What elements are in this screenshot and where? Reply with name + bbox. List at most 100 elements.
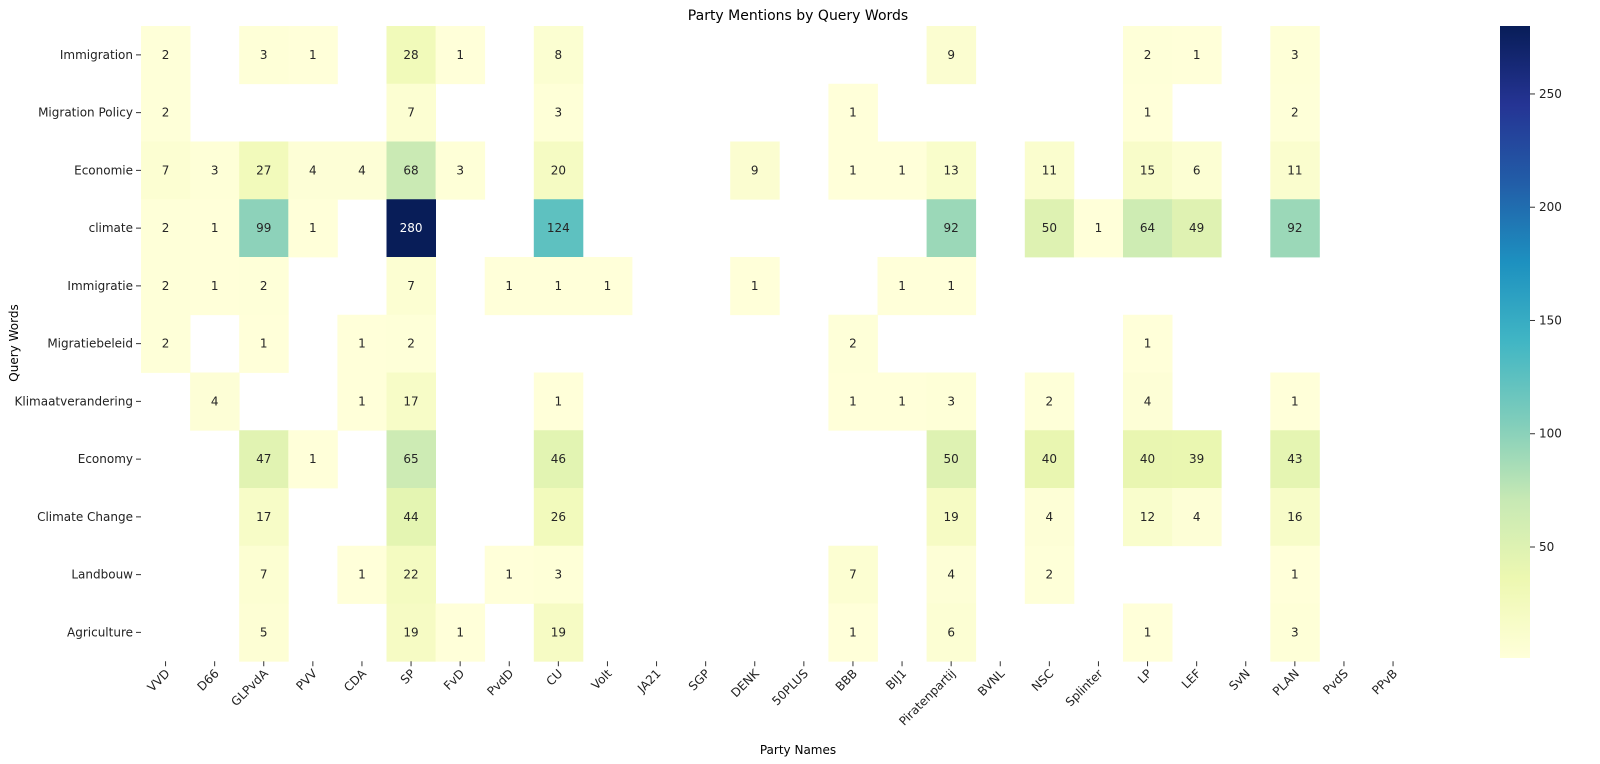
cell-value-label: 1 (505, 568, 513, 582)
cell-value-label: 16 (1287, 510, 1302, 524)
cell-value-label: 3 (260, 48, 268, 62)
heatmap-cell (926, 603, 977, 662)
cell-value-label: 1 (947, 279, 955, 293)
heatmap-cell (1024, 141, 1075, 200)
cell-value-label: 99 (256, 221, 271, 235)
heatmap-cell (533, 488, 584, 547)
cell-value-label: 1 (555, 279, 563, 293)
heatmap-cell (386, 199, 436, 258)
colorbar: 50 100 150 200 250 (1500, 26, 1562, 658)
cell-value-label: 1 (849, 106, 857, 120)
heatmap-cell (239, 430, 289, 489)
cell-value-label: 1 (1144, 106, 1152, 120)
cell-value-label: 50 (1042, 221, 1057, 235)
heatmap-cell (386, 372, 436, 431)
heatmap-cell (533, 199, 584, 258)
cell-value-label: 92 (944, 221, 959, 235)
heatmap-cell (1270, 488, 1320, 547)
cell-value-label: 2 (162, 106, 170, 120)
heatmap-cell (141, 314, 191, 373)
heatmap-cell (582, 257, 633, 316)
heatmap-cell (1270, 26, 1320, 85)
x-tick-label: PPvB (1369, 666, 1400, 697)
cell-value-label: 64 (1140, 221, 1155, 235)
cell-value-label: 1 (898, 279, 906, 293)
cell-value-label: 1 (260, 337, 268, 351)
heatmap-cell (1123, 372, 1173, 431)
cell-value-label: 8 (555, 48, 563, 62)
heatmap-cell (288, 26, 338, 85)
cell-value-label: 3 (456, 163, 464, 177)
heatmap-cell (1123, 199, 1173, 258)
heatmap-cell (828, 141, 878, 200)
cell-value-label: 2 (407, 337, 415, 351)
cell-value-label: 11 (1287, 163, 1302, 177)
cell-value-label: 1 (309, 48, 317, 62)
cell-value-label: 19 (403, 625, 418, 639)
cell-value-label: 2 (162, 337, 170, 351)
heatmap-cell (1024, 372, 1075, 431)
heatmap-cell (386, 488, 436, 547)
heatmap-cell (1172, 488, 1222, 547)
x-axis-ticks: VVD D66 GLPvdA PVV CDA SP FvD PvdD CU Volt JA21 SGP… (145, 661, 1400, 728)
cell-value-label: 13 (944, 163, 959, 177)
cell-value-label: 1 (849, 163, 857, 177)
heatmap-cell (190, 199, 240, 258)
cell-value-label: 20 (551, 163, 566, 177)
heatmap-cell (533, 26, 584, 85)
x-tick-label: PvdD (484, 666, 516, 698)
heatmap-cell (190, 372, 240, 431)
cell-value-label: 44 (403, 510, 418, 524)
cell-value-label: 12 (1140, 510, 1155, 524)
cell-value-label: 15 (1140, 163, 1155, 177)
heatmap-cell (1024, 545, 1075, 604)
heatmap-cell (239, 603, 289, 662)
heatmap-cell (190, 257, 240, 316)
colorbar-tick-label: 250 (1539, 87, 1562, 101)
heatmap-cell (141, 199, 191, 258)
heatmap-cell (926, 545, 977, 604)
heatmap-cell (828, 545, 878, 604)
cell-value-label: 19 (944, 510, 959, 524)
y-tick-label: Economy (78, 452, 133, 466)
heatmap-cell (141, 26, 191, 85)
cell-value-label: 3 (211, 163, 219, 177)
heatmap-cell (1123, 141, 1173, 200)
cell-value-label: 3 (555, 106, 563, 120)
chart-title: Party Mentions by Query Words (688, 8, 908, 24)
cell-value-label: 1 (358, 337, 366, 351)
cell-value-label: 46 (551, 452, 566, 466)
heatmap-cell (1270, 372, 1320, 431)
cell-value-label: 4 (211, 394, 219, 408)
heatmap-cells: 2 3 1 28 1 8 9 2 1 32 7 3 1 1 27 3 27 4 4 68 3 20 9 1 1 13 11 15 6 11… (141, 26, 1320, 662)
heatmap-cell (239, 488, 289, 547)
cell-value-label: 1 (1291, 568, 1299, 582)
y-tick-label: Migratiebeleid (47, 337, 133, 351)
heatmap-cell (386, 83, 436, 142)
x-tick-label: LEF (1179, 666, 1204, 691)
heatmap-cell (926, 430, 977, 489)
x-tick-label: GLPvdA (228, 666, 271, 709)
heatmap-cell (239, 257, 289, 316)
heatmap-cell (1123, 26, 1173, 85)
heatmap-cell (239, 314, 289, 373)
y-tick-label: Climate Change (37, 510, 133, 524)
heatmap-cell (1073, 199, 1124, 258)
cell-value-label: 2 (162, 221, 170, 235)
x-tick-label: DENK (728, 666, 763, 701)
cell-value-label: 1 (1144, 337, 1152, 351)
heatmap-cell (877, 257, 927, 316)
cell-value-label: 1 (456, 48, 464, 62)
heatmap-cell (926, 257, 977, 316)
heatmap-cell (1172, 199, 1222, 258)
cell-value-label: 22 (403, 568, 418, 582)
heatmap-cell (828, 83, 878, 142)
cell-value-label: 3 (1291, 48, 1299, 62)
heatmap-cell (386, 430, 436, 489)
x-tick-label: CU (543, 666, 565, 688)
cell-value-label: 1 (358, 568, 366, 582)
x-tick-label: BIJ1 (883, 666, 909, 692)
heatmap-cell (533, 257, 584, 316)
heatmap-cell (877, 141, 927, 200)
